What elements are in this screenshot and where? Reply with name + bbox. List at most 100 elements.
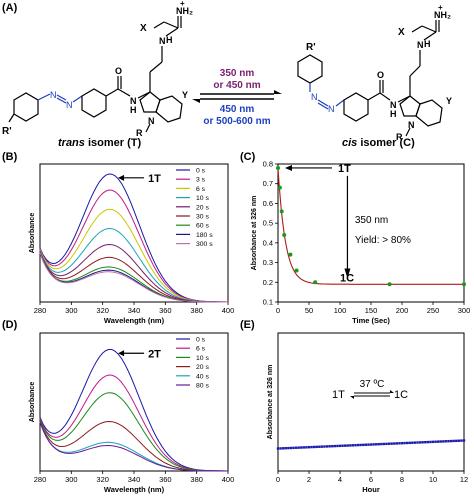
equilibrium-arrowhead-reverse <box>350 396 354 399</box>
legend-label: 10 s <box>196 195 209 202</box>
x-tick-label: 360 <box>159 306 172 315</box>
data-point <box>411 441 414 444</box>
fit-curve <box>277 167 464 285</box>
spectrum-line-20s <box>39 420 228 472</box>
x-tick-label: 300 <box>65 475 78 484</box>
data-point <box>424 440 427 444</box>
chart-b: 280 300 320 340 360 380 400 Wavelength (nm) Abso… <box>29 163 235 325</box>
panel-a: (A) R' N N O N H <box>2 0 452 149</box>
x-tick-label: 6 <box>369 475 373 484</box>
trans-rprime-label: R' <box>2 126 12 137</box>
x-tick-label: 300 <box>65 306 78 315</box>
data-point <box>408 441 411 445</box>
x-tick-label: 400 <box>222 306 235 315</box>
data-point <box>284 447 287 450</box>
x-axis-label: Wavelength (nm) <box>104 485 165 494</box>
data-point <box>359 443 362 447</box>
cis-phenyl-ring-1 <box>297 54 323 84</box>
trans-molecule: R' N N O N H H N <box>2 0 193 138</box>
legend-label: 60 s <box>196 223 209 230</box>
legend-label: 0 s <box>196 168 206 175</box>
annotation-arrowhead-vertical <box>344 268 351 279</box>
data-point <box>426 440 430 444</box>
data-point <box>452 439 455 443</box>
data-point <box>305 446 308 449</box>
x-tick-label: 200 <box>396 306 409 315</box>
spectrum-line-20s <box>39 243 228 303</box>
cis-x-label: X <box>398 27 405 38</box>
cis-imid-n: N <box>408 120 415 130</box>
x-tick-label: 50 <box>305 306 313 315</box>
data-point <box>292 446 295 450</box>
annotation-350nm: 350 nm <box>355 215 388 226</box>
annotation-1t: 1T <box>338 163 351 175</box>
trans-r-label: R <box>136 128 143 138</box>
legend-label: 0 s <box>196 337 206 344</box>
legend-label: 80 s <box>196 383 209 390</box>
data-point <box>294 446 298 449</box>
data-point <box>294 268 299 273</box>
cis-azo-n2: N <box>328 104 335 114</box>
data-point <box>460 439 463 442</box>
y-axis-label: Absorbance at 326 nm <box>251 196 258 271</box>
data-point <box>279 209 284 214</box>
spectrum-line-60s <box>39 252 228 303</box>
data-point <box>328 445 331 448</box>
x-tick-label: 300 <box>458 306 471 315</box>
cis-r-label: R <box>396 132 403 142</box>
y-axis-label: Absorbance at 326 nm <box>267 365 274 440</box>
data-point <box>374 443 378 446</box>
cis-side-h: H <box>424 39 431 49</box>
data-point <box>302 446 306 449</box>
y-tick-label: 0.8 <box>263 160 273 169</box>
y-axis-label: Absorbance <box>29 382 36 423</box>
x-tick-label: 380 <box>190 475 203 484</box>
data-point <box>436 440 440 443</box>
annotation-temperature: 37 ºC <box>360 379 385 390</box>
trans-amide-h: H <box>130 105 137 115</box>
data-point <box>385 442 388 446</box>
x-axis-label: Hour <box>362 485 380 494</box>
panel-label-d: (D) <box>2 319 18 331</box>
x-axis-label: Time (Sec) <box>352 316 390 325</box>
panel-label-a: (A) <box>2 2 18 14</box>
x-tick-label: 0 <box>276 306 280 315</box>
data-point <box>333 444 337 448</box>
y-tick-label: 0.3 <box>263 258 273 267</box>
cis-phenyl-ring-2 <box>343 92 369 122</box>
legend-label: 6 s <box>196 346 206 353</box>
forward-arrow <box>274 90 282 94</box>
data-point <box>429 440 432 444</box>
data-point <box>457 439 461 442</box>
chart-e: 0 2 4 6 8 10 12 Hour Absorbance at 326 nm 1T 1C 37 … <box>267 332 468 494</box>
trans-plus: + <box>180 0 185 8</box>
trans-azo-bond <box>37 93 51 101</box>
cis-azo-n1: N <box>311 92 318 102</box>
x-tick-label: 400 <box>222 475 235 484</box>
legend-label: 30 s <box>196 214 209 221</box>
trans-side-nh: H <box>166 35 173 45</box>
data-point <box>307 445 311 449</box>
cis-amidine-n: NH₂ <box>434 10 451 20</box>
y-tick-label: 0.5 <box>263 219 273 228</box>
trans-side-n: N <box>159 36 166 46</box>
legend-label: 180 s <box>196 232 213 239</box>
data-point <box>318 445 321 448</box>
data-point <box>447 439 450 443</box>
cis-benzene-ring <box>415 99 443 127</box>
data-point <box>310 445 313 449</box>
x-tick-label: 280 <box>34 475 47 484</box>
data-point <box>377 442 380 446</box>
data-point <box>393 442 396 445</box>
data-point <box>343 444 347 447</box>
data-point <box>449 439 453 443</box>
reverse-condition-2: or 500-600 nm <box>203 116 270 127</box>
reverse-arrow <box>192 99 200 103</box>
annotation-1c: 1C <box>394 389 408 401</box>
data-point <box>403 441 406 445</box>
data-point <box>395 442 399 445</box>
trans-benzene-ring <box>155 95 183 123</box>
cis-plus: + <box>438 3 443 12</box>
y-axis-label: Absorbance <box>29 213 36 254</box>
data-point <box>315 445 318 449</box>
